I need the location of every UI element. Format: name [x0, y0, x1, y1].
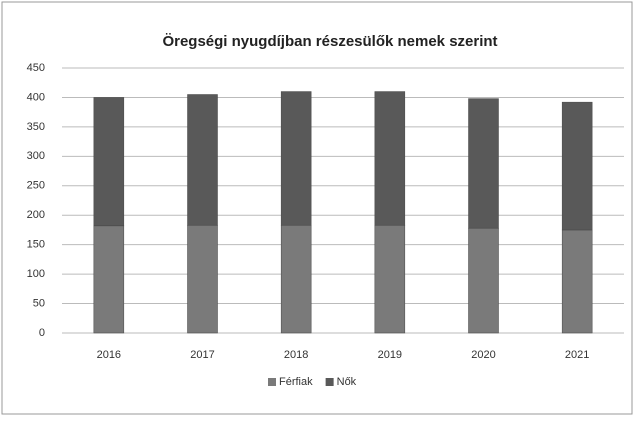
y-tick-label: 300 — [27, 150, 45, 162]
x-tick-label: 2017 — [190, 349, 214, 361]
bar-segment — [374, 224, 406, 334]
y-tick-label: 450 — [27, 62, 45, 74]
bar-segment — [280, 91, 312, 226]
x-tick-label: 2021 — [565, 349, 589, 361]
bar-segment — [561, 101, 593, 231]
y-tick-label: 0 — [39, 327, 45, 339]
bar-segment — [468, 98, 499, 229]
y-tick-label: 250 — [27, 180, 45, 192]
legend-label: Nők — [337, 376, 357, 388]
y-tick-label: 350 — [27, 121, 45, 133]
bar-segment — [93, 97, 125, 227]
x-tick-label: 2018 — [284, 349, 308, 361]
y-tick-label: 150 — [27, 239, 45, 251]
chart-title: Öregségi nyugdíjban részesülők nemek sze… — [162, 33, 497, 50]
bar-segment — [561, 229, 593, 334]
x-tick-label: 2016 — [97, 349, 121, 361]
y-tick-label: 400 — [27, 91, 45, 103]
y-tick-label: 200 — [27, 209, 45, 221]
y-tick-label: 50 — [33, 297, 45, 309]
bar-segment — [187, 94, 218, 226]
legend-label: Férfiak — [279, 376, 313, 388]
legend-swatch — [325, 378, 334, 386]
bar-segment — [280, 224, 312, 334]
x-tick-label: 2020 — [471, 349, 495, 361]
legend-swatch — [268, 378, 276, 386]
x-tick-label: 2019 — [378, 349, 402, 361]
bar-segment — [468, 227, 499, 334]
bar-segment — [374, 91, 406, 226]
bar-segment — [187, 224, 218, 334]
y-tick-label: 100 — [27, 268, 45, 280]
bar-segment — [93, 225, 125, 334]
